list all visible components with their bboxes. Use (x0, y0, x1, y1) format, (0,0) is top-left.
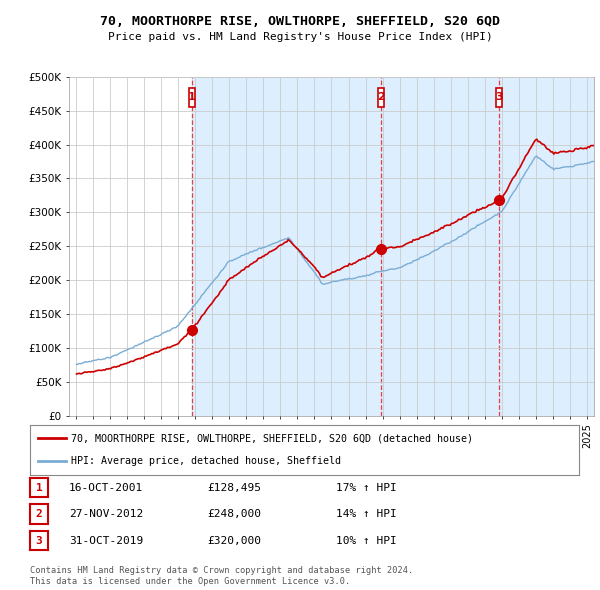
FancyBboxPatch shape (188, 87, 194, 107)
Text: 2: 2 (35, 509, 43, 519)
Text: 2: 2 (377, 92, 385, 102)
Text: 3: 3 (495, 92, 503, 102)
Text: 16-OCT-2001: 16-OCT-2001 (69, 483, 143, 493)
Text: 1: 1 (35, 483, 43, 493)
Text: 1: 1 (188, 92, 196, 102)
FancyBboxPatch shape (496, 87, 502, 107)
Text: 10% ↑ HPI: 10% ↑ HPI (336, 536, 397, 546)
Bar (381, 77, 499, 416)
Text: 31-OCT-2019: 31-OCT-2019 (69, 536, 143, 546)
Text: £248,000: £248,000 (207, 510, 261, 519)
Text: 17% ↑ HPI: 17% ↑ HPI (336, 483, 397, 493)
Bar (499, 77, 596, 416)
Bar (191, 77, 381, 416)
Text: Price paid vs. HM Land Registry's House Price Index (HPI): Price paid vs. HM Land Registry's House … (107, 32, 493, 42)
FancyBboxPatch shape (378, 87, 384, 107)
Text: 70, MOORTHORPE RISE, OWLTHORPE, SHEFFIELD, S20 6QD: 70, MOORTHORPE RISE, OWLTHORPE, SHEFFIEL… (100, 15, 500, 28)
Text: 27-NOV-2012: 27-NOV-2012 (69, 510, 143, 519)
Text: 14% ↑ HPI: 14% ↑ HPI (336, 510, 397, 519)
Text: This data is licensed under the Open Government Licence v3.0.: This data is licensed under the Open Gov… (30, 577, 350, 586)
Text: 3: 3 (35, 536, 43, 546)
Text: £128,495: £128,495 (207, 483, 261, 493)
Text: Contains HM Land Registry data © Crown copyright and database right 2024.: Contains HM Land Registry data © Crown c… (30, 566, 413, 575)
Text: £320,000: £320,000 (207, 536, 261, 546)
Text: 70, MOORTHORPE RISE, OWLTHORPE, SHEFFIELD, S20 6QD (detached house): 70, MOORTHORPE RISE, OWLTHORPE, SHEFFIEL… (71, 433, 473, 443)
Text: HPI: Average price, detached house, Sheffield: HPI: Average price, detached house, Shef… (71, 457, 341, 467)
